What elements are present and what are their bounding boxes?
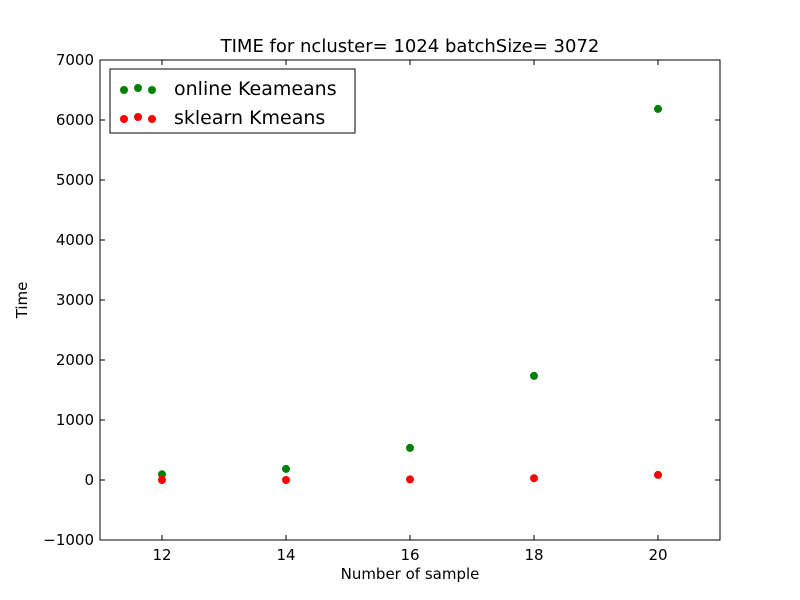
x-tick-label: 12 <box>152 546 171 564</box>
data-point <box>158 470 166 479</box>
legend: online Keameans sklearn Kmeans <box>109 68 356 134</box>
legend-label: sklearn Kmeans <box>174 107 325 129</box>
legend-entry: sklearn Kmeans <box>120 107 325 129</box>
y-tick-label: 6000 <box>56 111 94 129</box>
y-tick-label: 4000 <box>56 231 94 249</box>
data-point <box>282 476 290 484</box>
data-point <box>530 474 538 483</box>
series-1 <box>158 104 662 479</box>
data-point <box>406 443 414 452</box>
legend-marker <box>120 86 128 94</box>
legend-label: online Keameans <box>174 78 337 100</box>
chart-title: TIME for ncluster= 1024 batchSize= 3072 <box>220 36 600 57</box>
legend-marker <box>120 115 128 123</box>
x-tick-label: 14 <box>276 546 295 564</box>
plot-area: 12 14 16 18 20 −1000 0 1000 2000 3000 4000 5000 6000… <box>43 51 721 564</box>
legend-marker <box>134 113 142 121</box>
data-point <box>654 104 662 113</box>
y-tick-label: 0 <box>84 471 94 489</box>
data-point <box>530 371 538 380</box>
y-tick-label: 5000 <box>56 171 94 189</box>
legend-marker <box>148 86 156 94</box>
y-tick-label: 7000 <box>56 51 94 69</box>
data-point <box>654 470 662 479</box>
y-tick-label: 3000 <box>56 291 94 309</box>
x-axis-label: Number of sample <box>341 565 480 583</box>
x-tick-label: 16 <box>400 546 419 564</box>
x-tick-label: 18 <box>524 546 543 564</box>
series-2 <box>158 470 662 484</box>
y-tick-label: −1000 <box>43 531 94 549</box>
legend-marker <box>134 84 142 92</box>
data-point <box>406 475 414 484</box>
data-point <box>158 476 166 484</box>
x-tick-label: 20 <box>648 546 667 564</box>
y-tick-label: 1000 <box>56 411 94 429</box>
legend-marker <box>148 115 156 123</box>
data-point <box>282 464 290 473</box>
y-axis-label: Time <box>13 282 31 320</box>
y-tick-label: 2000 <box>56 351 94 369</box>
legend-entry: online Keameans <box>120 78 337 100</box>
